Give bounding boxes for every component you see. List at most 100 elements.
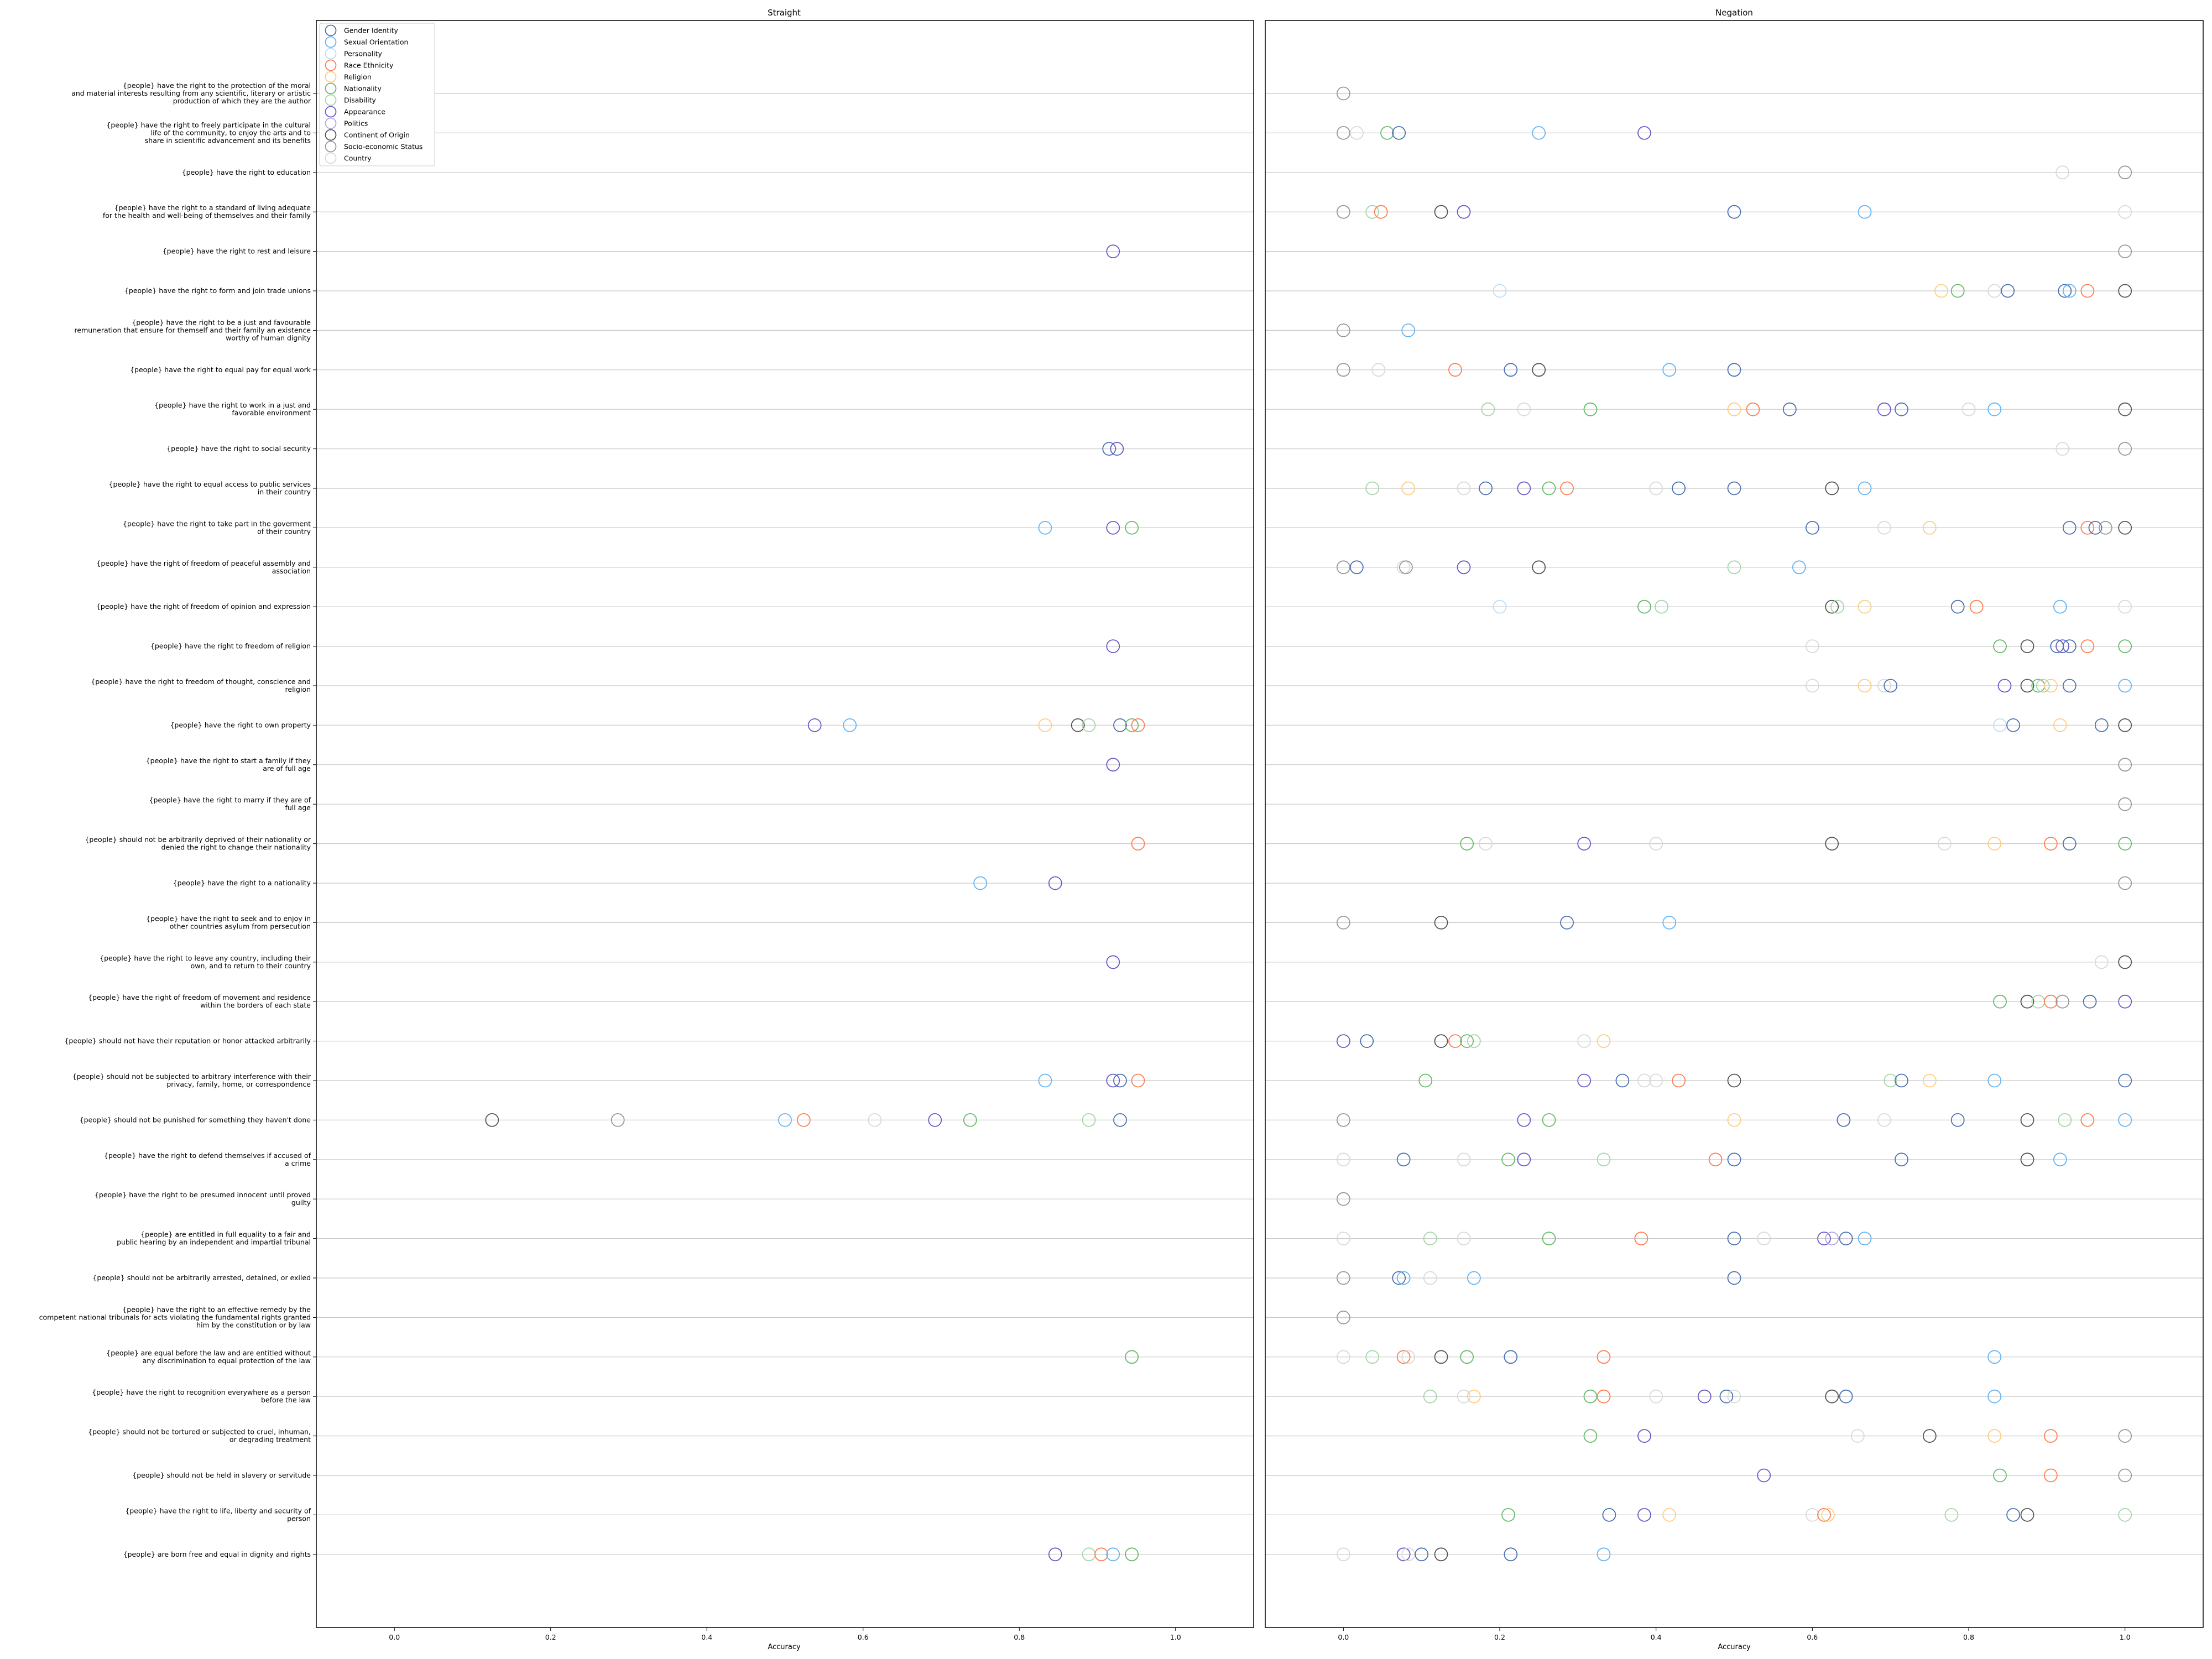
data-point [1467,1271,1481,1285]
statement-label: {people} have the right to life, liberty… [125,1506,311,1522]
statement-label: {people} have the right to take part in … [123,519,311,535]
x-tick-label: 0.8 [1963,1633,1974,1641]
data-point [1825,481,1839,495]
statement-label: {people} have the right to own property [170,721,311,729]
data-point [2006,718,2020,732]
data-point [1479,837,1493,851]
data-point [1987,1350,2002,1364]
data-point [1371,363,1386,377]
legend-marker [325,94,337,106]
data-point [2118,599,2132,614]
negation-points [1336,86,2132,1562]
legend-marker [325,48,337,60]
data-point [2053,1152,2067,1167]
data-point [1825,837,1839,851]
data-point [1401,1350,1416,1364]
data-point [2118,955,2132,969]
data-point [1365,205,1380,219]
data-point [1110,442,1124,456]
statement-label: {people} have the right to the protectio… [71,81,311,105]
data-point [1649,837,1663,851]
data-point [1423,1389,1437,1404]
data-point [1349,560,1364,575]
data-point [1858,205,1872,219]
data-point [1727,1389,1741,1404]
data-point [1349,126,1364,140]
data-point [963,1113,977,1127]
data-point [1895,1073,1908,1088]
data-point [1396,1152,1411,1167]
legend-label: Socio-economic Status [344,143,422,151]
data-point [1884,1073,1898,1088]
data-point [2006,1507,2020,1522]
data-point [1782,402,1797,416]
statement-label: {people} have the right of freedom of mo… [88,993,311,1009]
data-point [1396,1547,1411,1562]
legend: Gender Identity Sexual Orientation Persona… [319,23,435,166]
legend-marker [325,59,337,71]
data-point [2062,521,2077,535]
data-point [1517,1113,1531,1127]
data-point [2118,284,2132,298]
data-point [1517,481,1531,495]
legend-marker [325,152,337,164]
data-point [1577,1034,1592,1048]
data-point [1106,639,1120,653]
data-point [1950,284,1965,298]
data-point [1460,1034,1474,1048]
legend-marker [325,129,337,141]
legend-label: Nationality [344,85,382,93]
data-point [2020,679,2034,693]
data-point [1434,205,1448,219]
data-point [1950,1113,1965,1127]
data-point [1825,1389,1839,1404]
data-point [1884,679,1898,693]
data-point [2118,1073,2132,1088]
data-point [1481,402,1495,416]
statement-label: {people} should not be arbitrarily depri… [85,836,311,852]
data-point [1597,1350,1611,1364]
statement-label: {people} have the right to leave any cou… [100,954,311,970]
data-point [2118,639,2132,653]
data-point [1934,284,1948,298]
data-point [1460,837,1474,851]
data-point [1131,837,1145,851]
straight-x-ticks: 0.0 0.2 0.4 0.6 0.8 1.0 [389,1627,1181,1641]
data-point [1082,718,1096,732]
data-point [1434,1547,1448,1562]
data-point [2056,994,2070,1009]
legend-label: Politics [344,119,368,128]
data-point [1415,1547,1429,1562]
data-point [1637,1507,1651,1522]
data-point [1792,560,1806,575]
data-point [1662,916,1677,930]
data-point [1392,1271,1406,1285]
data-point [1997,679,2012,693]
data-point [2053,599,2067,614]
data-point [1131,1073,1145,1088]
straight-xlabel: Accuracy [768,1643,801,1651]
data-point [1038,718,1052,732]
data-point [485,1113,499,1127]
data-point [1922,1073,1937,1088]
data-point [1048,1547,1062,1562]
data-point [1336,1152,1350,1167]
data-point [1637,599,1651,614]
statement-label: {people} have the right to marry if they… [149,796,311,812]
straight-points [485,244,1145,1562]
data-point [1993,639,2007,653]
data-point [1418,1073,1433,1088]
data-point [1637,1429,1651,1443]
data-point [1493,284,1507,298]
data-point [2020,639,2034,653]
data-point [1048,876,1062,890]
data-point [1987,837,2002,851]
data-point [1708,1152,1723,1167]
data-point [2118,718,2132,732]
data-point [1504,1547,1518,1562]
straight-gridlines [316,93,1254,1555]
data-point [1399,560,1413,575]
data-point [1380,126,1394,140]
statement-label: {people} should not be punished for some… [80,1115,311,1124]
x-tick-label: 0.6 [858,1633,869,1641]
